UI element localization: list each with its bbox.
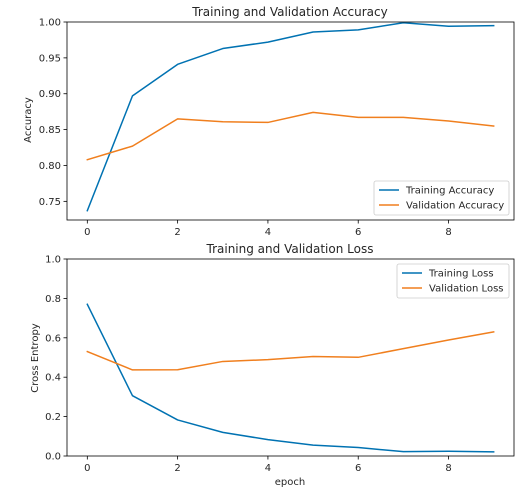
- loss-chart-title: Training and Validation Loss: [206, 242, 374, 256]
- accuracy-y-axis-label: Accuracy: [23, 97, 34, 143]
- accuracy-y-tick-label: 1.00: [39, 18, 61, 29]
- accuracy-y-tick-label: 0.95: [39, 53, 61, 64]
- loss-y-tick-label: 0.2: [45, 412, 61, 423]
- accuracy-x-tick-label: 2: [174, 227, 180, 238]
- accuracy-y-tick-label: 0.80: [39, 161, 61, 172]
- accuracy-y-tick-label: 0.75: [39, 197, 61, 208]
- accuracy-plot-marks: [66, 21, 515, 221]
- loss-y-tick-label: 1.0: [45, 255, 61, 266]
- loss-series-line-0: [86, 303, 495, 453]
- loss-axes-frame: [66, 258, 515, 457]
- loss-legend-box: [396, 263, 510, 299]
- accuracy-legend: Training Accuracy Validation Accuracy: [373, 180, 510, 216]
- accuracy-series-line-0: [86, 21, 495, 212]
- loss-y-tick-label: 0.6: [45, 333, 61, 344]
- loss-y-ticks: 0.0 0.2 0.4 0.6 0.8 1.0: [45, 255, 67, 463]
- loss-plot-marks: [66, 258, 515, 457]
- accuracy-y-tick-label: 0.85: [39, 125, 61, 136]
- loss-y-tick-label: 0.4: [45, 373, 61, 384]
- loss-legend-label-1: Validation Loss: [429, 284, 504, 295]
- loss-y-tick-label: 0.8: [45, 294, 61, 305]
- accuracy-series-line-1: [86, 111, 495, 161]
- loss-x-tick-label: 0: [84, 463, 90, 474]
- accuracy-legend-label-1: Validation Accuracy: [406, 201, 504, 212]
- accuracy-legend-box: [373, 180, 510, 216]
- loss-y-tick-label: 0.0: [45, 452, 61, 463]
- loss-x-tick-label: 6: [355, 463, 361, 474]
- accuracy-chart-title: Training and Validation Accuracy: [191, 5, 387, 19]
- accuracy-x-ticks: 0 2 4 6 8: [84, 220, 452, 238]
- loss-x-tick-label: 4: [265, 463, 271, 474]
- loss-series-line-1: [86, 331, 495, 371]
- accuracy-y-ticks: 0.75 0.80 0.85 0.90 0.95 1.00: [39, 18, 67, 208]
- accuracy-axes-frame: [66, 21, 515, 221]
- accuracy-chart: Training and Validation Accuracy Accurac…: [23, 5, 515, 238]
- accuracy-x-tick-label: 4: [265, 227, 271, 238]
- accuracy-y-tick-label: 0.90: [39, 89, 61, 100]
- loss-x-ticks: 0 2 4 6 8: [84, 456, 452, 474]
- loss-chart: Training and Validation Loss Cross Entro…: [30, 242, 515, 488]
- loss-x-axis-label: epoch: [275, 477, 305, 488]
- loss-x-tick-label: 2: [174, 463, 180, 474]
- loss-y-axis-label: Cross Entropy: [30, 323, 41, 393]
- loss-legend-label-0: Training Loss: [428, 269, 494, 280]
- loss-x-tick-label: 8: [445, 463, 451, 474]
- accuracy-x-tick-label: 6: [355, 227, 361, 238]
- accuracy-x-tick-label: 8: [445, 227, 451, 238]
- loss-legend: Training Loss Validation Loss: [396, 263, 510, 299]
- accuracy-x-tick-label: 0: [84, 227, 90, 238]
- accuracy-legend-label-0: Training Accuracy: [405, 186, 494, 197]
